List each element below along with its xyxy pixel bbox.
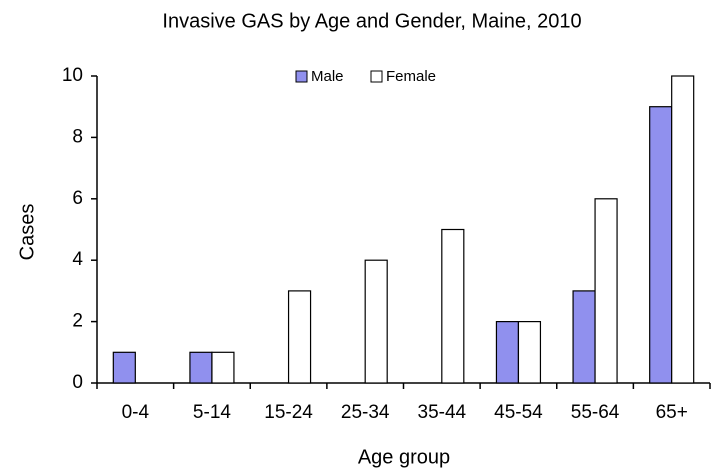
y-tick-label: 6 — [72, 188, 83, 209]
bar — [594, 198, 618, 384]
bar — [287, 290, 312, 384]
legend-swatch — [295, 70, 308, 83]
chart-title: Invasive GAS by Age and Gender, Maine, 2… — [162, 10, 581, 32]
bar — [211, 351, 235, 384]
bar — [189, 351, 213, 384]
x-tick-label: 55-64 — [571, 402, 620, 423]
legend-label: Male — [311, 68, 344, 85]
bar — [649, 106, 673, 384]
x-tick-label: 15-24 — [264, 402, 313, 423]
y-axis-label: Cases — [16, 204, 38, 261]
x-tick-label: 45-54 — [494, 402, 543, 423]
bar — [495, 321, 520, 384]
y-tick-label: 0 — [72, 372, 83, 393]
bar — [364, 259, 388, 384]
x-tick-label: 5-14 — [193, 402, 231, 423]
x-tick-label: 0-4 — [122, 402, 150, 423]
legend-label: Female — [386, 68, 436, 85]
x-tick-label: 35-44 — [418, 402, 467, 423]
y-tick-label: 2 — [72, 311, 83, 332]
y-tick-label: 8 — [72, 126, 83, 147]
bar — [671, 75, 695, 384]
x-tick-label: 65+ — [656, 402, 688, 423]
x-tick-label: 25-34 — [341, 402, 390, 423]
x-axis-label: Age group — [358, 446, 450, 468]
legend-swatch — [370, 70, 383, 83]
bar — [517, 321, 542, 384]
bar — [572, 290, 596, 384]
y-tick-label: 4 — [72, 249, 83, 270]
bar — [441, 228, 465, 384]
y-tick-label: 10 — [62, 65, 83, 86]
bar — [112, 351, 136, 384]
